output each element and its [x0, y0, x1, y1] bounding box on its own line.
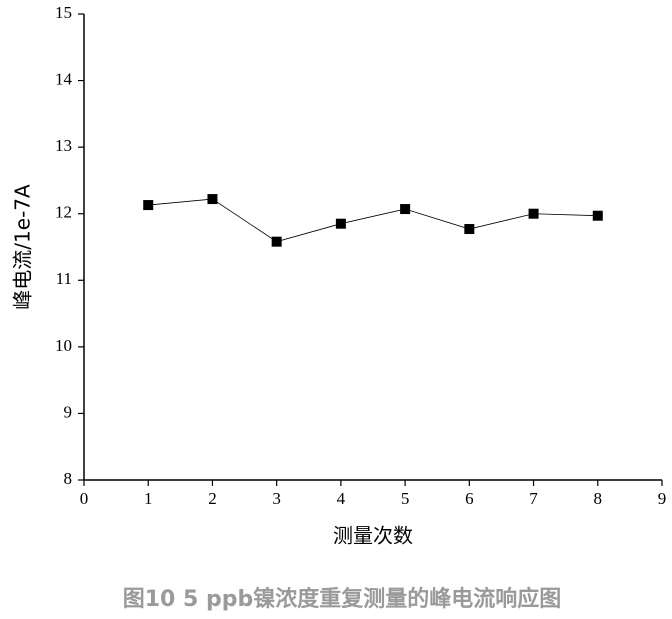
x-tick-label: 4	[337, 489, 346, 508]
data-line	[148, 198, 598, 243]
marker	[143, 200, 154, 211]
y-tick-label: 10	[55, 336, 72, 355]
caption: 图10 5 ppb镍浓度重复测量的峰电流响应图	[123, 586, 562, 612]
y-tick-label: 12	[55, 203, 72, 222]
marker	[528, 208, 539, 219]
x-axis-label: 测量次数	[333, 524, 413, 548]
x-tick-label: 9	[658, 489, 667, 508]
x-tick-label: 7	[529, 489, 538, 508]
x-tick-label: 5	[401, 489, 410, 508]
y-tick-label: 8	[64, 469, 73, 488]
marker	[400, 204, 411, 215]
y-tick-label: 14	[55, 69, 73, 88]
x-tick-label: 0	[80, 489, 89, 508]
x-tick-label: 8	[594, 489, 603, 508]
x-tick-label: 1	[144, 489, 153, 508]
y-axis-label: 峰电流/1e-7A	[11, 184, 35, 310]
y-tick-label: 13	[55, 136, 72, 155]
x-tick-label: 2	[208, 489, 217, 508]
x-tick-label: 3	[272, 489, 281, 508]
y-tick-label: 9	[64, 402, 73, 421]
marker	[207, 194, 218, 205]
marker	[592, 210, 603, 221]
y-tick-label: 15	[55, 3, 72, 22]
y-tick-label: 11	[56, 269, 72, 288]
marker	[335, 218, 346, 229]
x-tick-label: 6	[465, 489, 474, 508]
marker	[464, 224, 475, 235]
marker	[271, 236, 282, 247]
